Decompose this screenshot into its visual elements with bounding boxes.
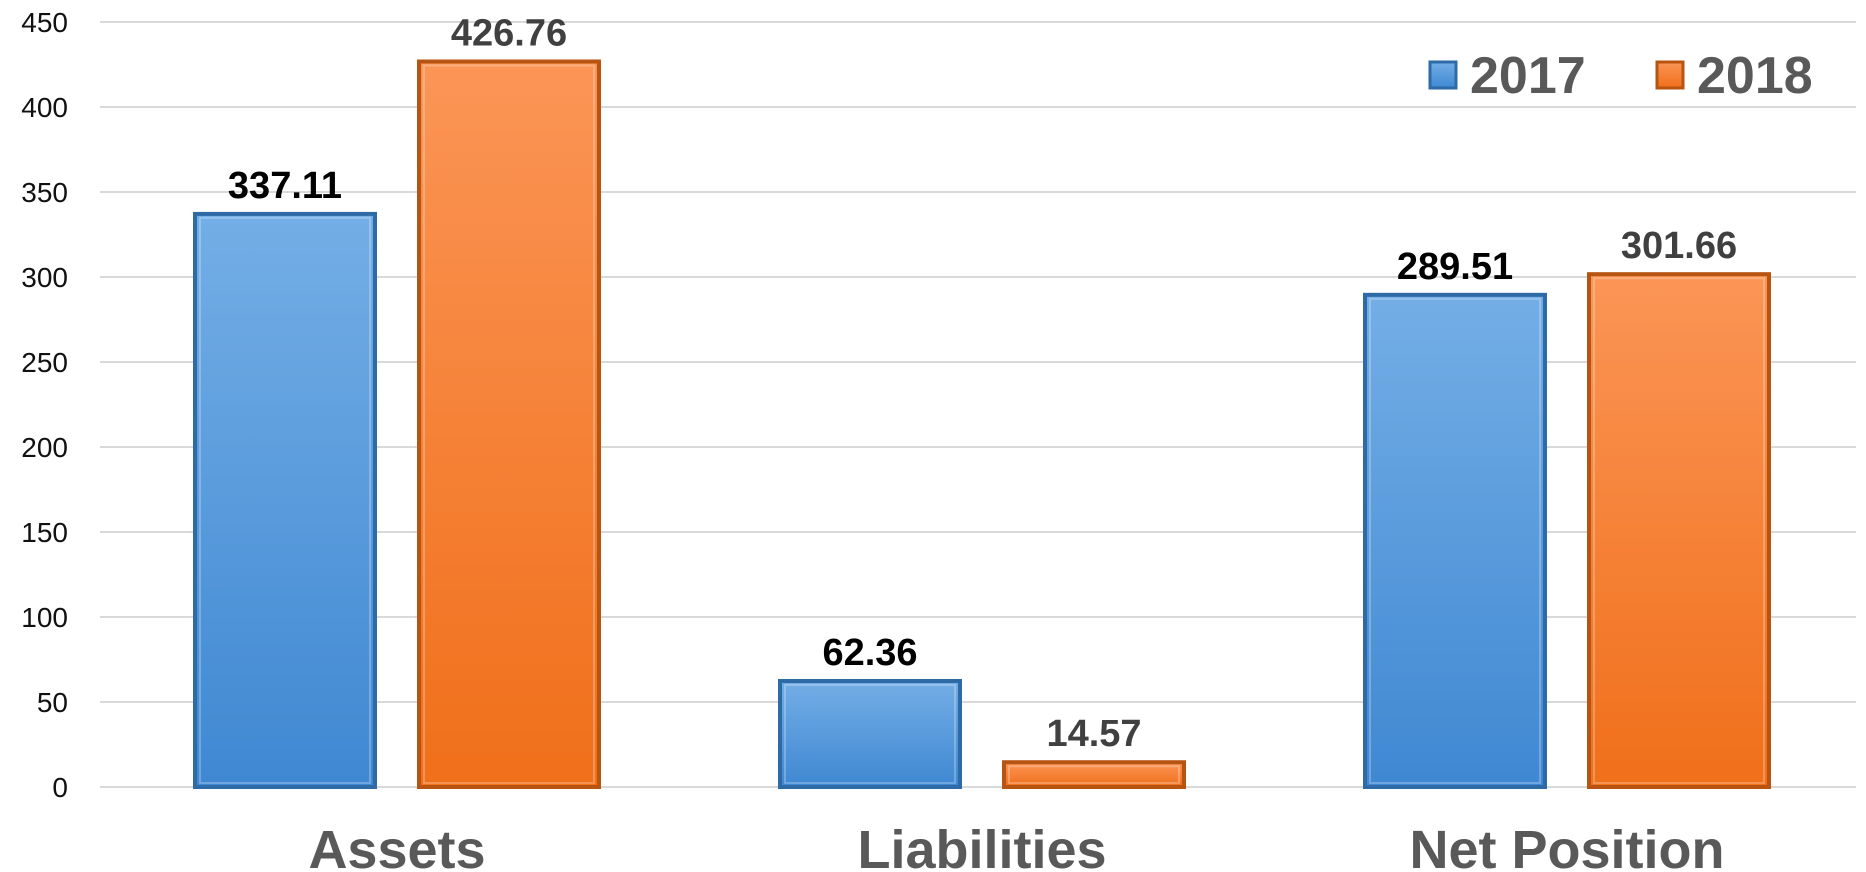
legend-label: 2018 <box>1697 47 1813 105</box>
y-tick-label: 200 <box>21 432 68 463</box>
legend-label: 2017 <box>1470 47 1586 105</box>
data-label: 301.66 <box>1621 225 1737 267</box>
bar-2018-assets <box>417 59 601 790</box>
legend-swatch-2018 <box>1655 60 1685 90</box>
data-labels: 337.11 62.36 289.51 426.76 14.57 301.66 <box>228 13 1737 756</box>
bar-2017-liabilities <box>778 678 962 789</box>
bar-bevel <box>784 683 956 784</box>
bar-bevel <box>1593 277 1765 784</box>
data-label: 337.11 <box>228 165 342 207</box>
bar-bevel <box>423 64 595 785</box>
bar-2018-liabilities <box>1002 760 1186 790</box>
bar-2017-net-position <box>1363 292 1547 789</box>
y-tick-label: 0 <box>52 772 68 803</box>
gridlines <box>100 21 1856 788</box>
bar-bevel <box>1369 297 1541 784</box>
x-category-label: Assets <box>308 820 485 872</box>
y-tick-label: 150 <box>21 517 68 548</box>
x-category-label: Liabilities <box>857 820 1106 872</box>
data-label: 62.36 <box>822 632 917 674</box>
y-tick-label: 100 <box>21 602 68 633</box>
data-label: 426.76 <box>451 13 567 55</box>
bar-bevel <box>1008 765 1180 785</box>
bar-bevel <box>199 216 371 784</box>
data-label: 14.57 <box>1046 713 1141 755</box>
y-axis-ticks: 0 50 100 150 200 250 300 350 400 450 <box>21 7 68 803</box>
y-tick-label: 250 <box>21 347 68 378</box>
y-tick-label: 300 <box>21 262 68 293</box>
data-label: 289.51 <box>1397 246 1513 288</box>
bar-2018-net-position <box>1587 272 1771 790</box>
legend: 2017 2018 <box>1428 47 1813 105</box>
legend-swatch-2017 <box>1428 60 1458 90</box>
y-tick-label: 450 <box>21 7 68 38</box>
y-tick-label: 350 <box>21 177 68 208</box>
x-category-label: Net Position <box>1409 820 1724 872</box>
category-labels: Assets Liabilities Net Position <box>308 820 1724 872</box>
bar-2017-assets <box>193 211 377 789</box>
y-tick-label: 400 <box>21 92 68 123</box>
y-tick-label: 50 <box>37 687 68 718</box>
bars <box>193 59 1771 790</box>
